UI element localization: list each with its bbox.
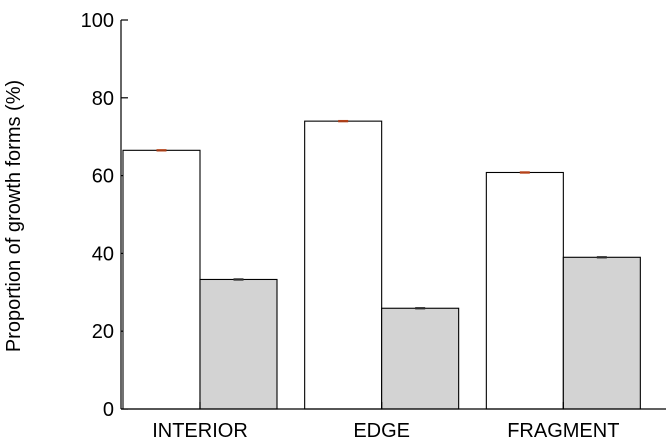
y-axis-ticks: 0 20 40 60 80 100 [81, 10, 128, 421]
bars [122, 119, 641, 410]
bar [562, 256, 641, 410]
x-tick-label: INTERIOR [152, 420, 248, 441]
bar [381, 307, 460, 410]
y-tick-label: 0 [103, 399, 114, 421]
y-tick-label: 100 [81, 10, 114, 32]
x-tick-label: FRAGMENT [507, 420, 619, 441]
bar [304, 120, 383, 410]
y-tick-label: 80 [92, 88, 114, 110]
x-tick-label: EDGE [353, 420, 410, 441]
y-tick-label: 40 [92, 243, 114, 265]
y-tick-label: 60 [92, 166, 114, 188]
y-axis-title: Proportion of growth forms (%) [3, 80, 25, 352]
bar [485, 171, 564, 410]
bar [122, 149, 201, 410]
y-tick-label: 20 [92, 321, 114, 343]
bar [199, 278, 278, 410]
x-axis-labels: INTERIOR EDGE FRAGMENT [152, 402, 619, 441]
